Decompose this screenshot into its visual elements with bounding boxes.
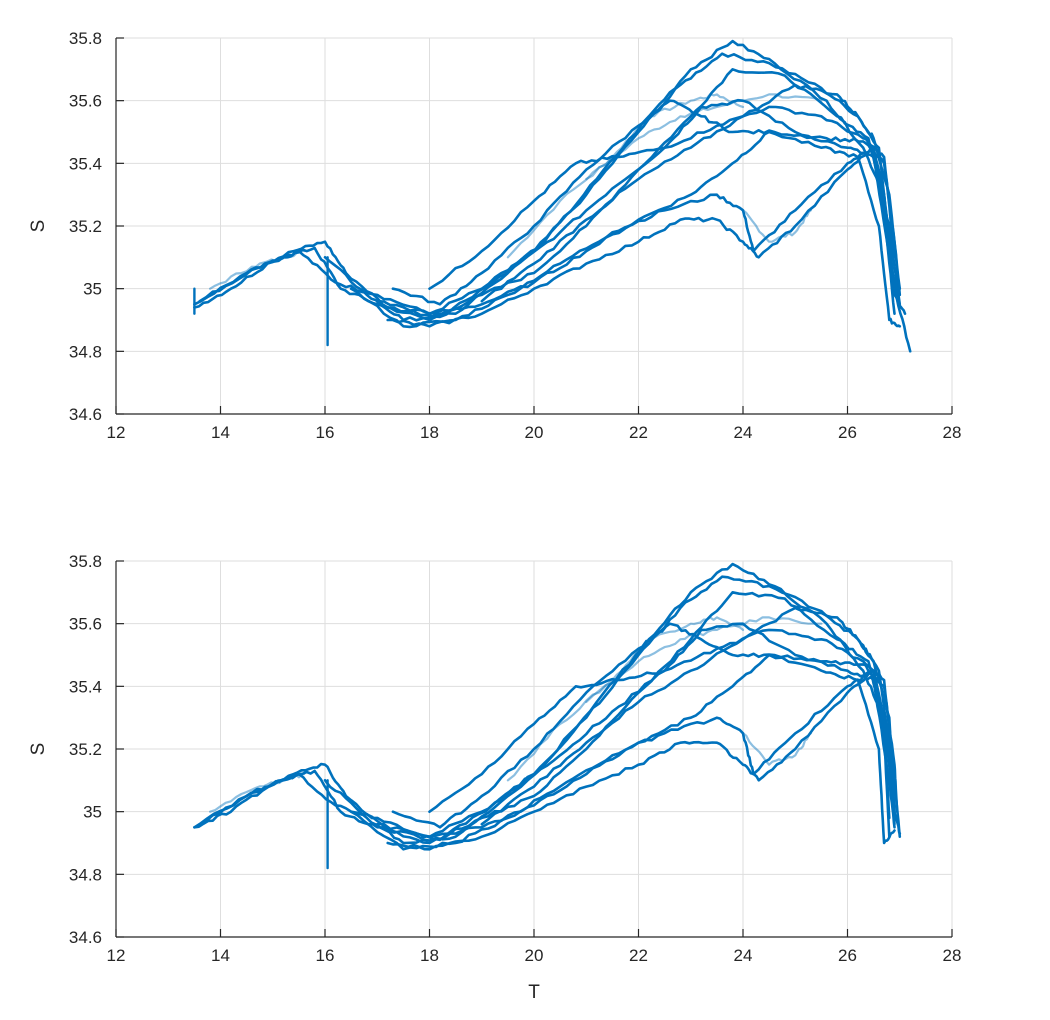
profiles-bottom — [193, 562, 902, 870]
x-tick-label: 20 — [525, 423, 544, 442]
axes-bottom — [115, 560, 953, 938]
x-tick-label: 14 — [211, 946, 230, 965]
y-tick-label: 35 — [83, 803, 102, 822]
x-axis-label-bottom: T — [528, 982, 540, 1003]
y-tick-labels-bottom: 34.6 34.8 35 35.2 35.4 35.6 35.8 — [69, 552, 102, 947]
profile-line — [386, 669, 891, 851]
y-tick-label: 35.2 — [69, 217, 102, 236]
y-tick-label: 34.8 — [69, 342, 102, 361]
profile-line — [480, 83, 902, 303]
profile-line — [480, 606, 896, 826]
profile-line — [349, 669, 891, 851]
x-tick-label: 18 — [420, 946, 439, 965]
profile-line — [198, 39, 907, 319]
x-tick-label: 26 — [838, 423, 857, 442]
profile-line — [428, 105, 896, 290]
profile-line — [391, 99, 902, 306]
y-tick-label: 35 — [83, 280, 102, 299]
x-tick-label: 20 — [525, 946, 544, 965]
x-tick-label: 28 — [943, 423, 962, 442]
x-tick-label: 16 — [316, 946, 335, 965]
panel-bottom: 12 14 16 18 20 22 24 26 28 34.6 34.8 35 35.2 35.4 35.… — [28, 552, 961, 1003]
y-tick-labels-top: 34.6 34.8 35 35.2 35.4 35.6 35.8 — [69, 29, 102, 424]
y-tick-label: 34.6 — [69, 928, 102, 947]
x-tick-labels-bottom: 12 14 16 18 20 22 24 26 28 — [107, 946, 962, 965]
x-tick-label: 12 — [107, 423, 126, 442]
profiles-top — [193, 39, 912, 353]
y-tick-label: 35.6 — [69, 615, 102, 634]
y-tick-label: 35.4 — [69, 677, 102, 696]
x-tick-label: 14 — [211, 423, 230, 442]
profile-line — [428, 628, 896, 813]
x-tick-label: 16 — [316, 423, 335, 442]
x-tick-label: 26 — [838, 946, 857, 965]
profile-line — [349, 146, 896, 329]
y-axis-label-bottom: S — [28, 743, 49, 756]
y-tick-label: 34.6 — [69, 405, 102, 424]
y-tick-label: 35.2 — [69, 740, 102, 759]
y-axis-label-top: S — [28, 220, 49, 233]
y-tick-label: 34.8 — [69, 865, 102, 884]
y-tick-label: 35.8 — [69, 29, 102, 48]
panel-top: 12 14 16 18 20 22 24 26 28 34.6 34.8 35 35.2 35.4 35.… — [28, 29, 961, 442]
profile-line — [376, 653, 896, 845]
x-tick-label: 12 — [107, 946, 126, 965]
x-tick-label: 24 — [734, 423, 753, 442]
profile-line — [391, 622, 899, 829]
profile-line — [386, 146, 896, 328]
profile-line — [376, 130, 902, 328]
x-tick-label: 18 — [420, 423, 439, 442]
x-tick-labels-top: 12 14 16 18 20 22 24 26 28 — [107, 423, 962, 442]
y-tick-label: 35.4 — [69, 154, 102, 173]
y-tick-label: 35.6 — [69, 92, 102, 111]
axes-top — [115, 37, 953, 415]
y-tick-label: 35.8 — [69, 552, 102, 571]
x-tick-label: 22 — [629, 423, 648, 442]
profile-line — [198, 562, 902, 842]
x-tick-label: 22 — [629, 946, 648, 965]
x-tick-label: 28 — [943, 946, 962, 965]
x-tick-label: 24 — [734, 946, 753, 965]
